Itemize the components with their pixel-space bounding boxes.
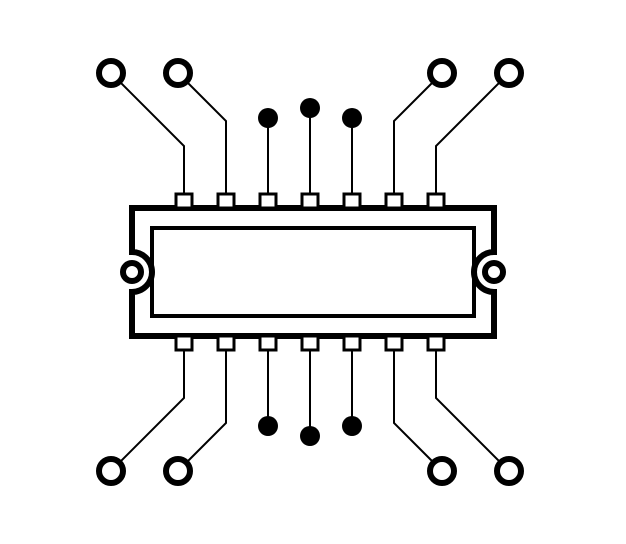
pin-bottom-4 — [344, 336, 360, 350]
pin-top-5 — [386, 194, 402, 208]
top-5-pad-ring — [430, 61, 454, 85]
bottom-3-pad-solid — [300, 426, 320, 446]
pin-top-4 — [344, 194, 360, 208]
pin-bottom-3 — [302, 336, 318, 350]
pin-bottom-6 — [428, 336, 444, 350]
top-1-pad-ring — [166, 61, 190, 85]
top-3-pad-solid — [300, 98, 320, 118]
pin-top-0 — [176, 194, 192, 208]
pin-top-3 — [302, 194, 318, 208]
pin-bottom-0 — [176, 336, 192, 350]
chip-notch-ring-left — [123, 263, 141, 281]
top-6-pad-ring — [497, 61, 521, 85]
bottom-1-pad-ring — [166, 459, 190, 483]
top-4-pad-solid — [342, 108, 362, 128]
pin-bottom-5 — [386, 336, 402, 350]
pin-top-1 — [218, 194, 234, 208]
bottom-2-pad-solid — [258, 416, 278, 436]
microchip-diagram — [0, 0, 626, 544]
pin-bottom-1 — [218, 336, 234, 350]
pin-bottom-2 — [260, 336, 276, 350]
bottom-5-pad-ring — [430, 459, 454, 483]
bottom-0-pad-ring — [99, 459, 123, 483]
pin-top-2 — [260, 194, 276, 208]
top-0-pad-ring — [99, 61, 123, 85]
chip-notch-ring-right — [485, 263, 503, 281]
bottom-4-pad-solid — [342, 416, 362, 436]
top-2-pad-solid — [258, 108, 278, 128]
bottom-6-pad-ring — [497, 459, 521, 483]
pin-top-6 — [428, 194, 444, 208]
